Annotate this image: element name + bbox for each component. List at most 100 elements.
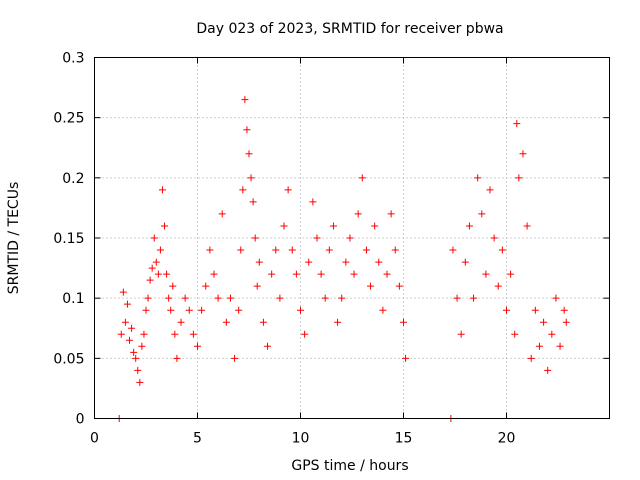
data-point [301,330,309,338]
data-point [457,330,465,338]
data-point [292,270,300,278]
x-tick-label: 10 [292,431,310,447]
data-point [150,234,158,242]
data-point [132,354,140,362]
data-point [119,288,127,296]
data-point [535,342,543,350]
data-point [297,306,304,314]
x-tick-label: 20 [498,431,516,447]
data-point [249,198,257,206]
data-point [123,300,131,308]
data-point [556,342,564,350]
data-point [375,258,383,266]
data-point [334,318,342,326]
data-point [321,294,329,302]
data-point [134,366,142,374]
data-point [280,222,288,230]
data-point [144,294,152,302]
data-point [237,246,245,254]
data-point [169,282,177,290]
data-point [362,246,370,254]
data-point [121,318,129,326]
data-point [235,306,243,314]
data-point [128,324,136,332]
data-point [165,294,173,302]
y-tick-label: 0 [76,412,85,428]
data-point [140,330,148,338]
data-points [115,96,570,422]
data-point [371,222,379,230]
x-axis-label: GPS time / hours [291,458,408,474]
data-point [146,276,154,284]
data-point [540,318,548,326]
y-tick-labels: 0 0.05 0.1 0.15 0.2 0.25 0.3 [53,51,84,428]
data-point [513,120,521,128]
data-point [560,306,568,314]
data-point [453,294,461,302]
data-point [276,294,284,302]
data-point [342,258,350,266]
data-point [317,270,325,278]
y-tick-label: 0.3 [62,51,84,67]
data-point [449,246,457,254]
data-point [222,318,230,326]
data-point [268,270,276,278]
data-point [490,234,498,242]
data-point [367,282,375,290]
data-point [358,174,366,182]
y-axis-label: SRMTID / TECUs [6,182,22,295]
data-point [552,294,560,302]
chart-title: Day 023 of 2023, SRMTID for receiver pbw… [196,21,503,37]
data-point [354,210,362,218]
data-point [142,306,150,314]
data-point [309,198,317,206]
x-tick-label: 5 [193,431,202,447]
data-point [329,222,337,230]
data-point [465,222,473,230]
data-point [251,234,259,242]
data-point [198,306,206,314]
data-point [519,150,527,158]
data-point [259,318,267,326]
data-point [350,270,358,278]
data-point [284,186,292,194]
data-point [515,174,523,182]
data-point [494,282,502,290]
data-point [478,210,486,218]
data-point [136,378,144,386]
data-point [470,294,478,302]
data-point [148,264,156,272]
data-point [264,342,272,350]
data-point [185,306,193,314]
grid [94,57,610,419]
data-point [544,366,552,374]
y-tick-label: 0.2 [62,171,84,187]
data-point [461,258,469,266]
data-point [152,258,160,266]
data-point [400,318,407,326]
data-point [154,270,162,278]
data-point [156,246,164,254]
axis-ticks [94,57,610,419]
data-point [239,186,247,194]
data-point [241,96,249,104]
data-point [379,306,387,314]
data-point [130,348,138,356]
data-point [402,354,410,362]
data-point [527,354,535,362]
data-point [202,282,210,290]
data-point [482,270,490,278]
y-tick-label: 0.05 [53,351,84,367]
data-point [214,294,222,302]
data-point [173,354,181,362]
y-tick-label: 0.25 [53,111,84,127]
y-tick-label: 0.15 [53,231,84,247]
data-point [253,282,261,290]
data-point [158,186,166,194]
data-point [243,126,251,134]
y-tick-label: 0.1 [62,291,84,307]
data-point [167,306,175,314]
x-tick-label: 0 [90,431,99,447]
data-point [226,294,234,302]
